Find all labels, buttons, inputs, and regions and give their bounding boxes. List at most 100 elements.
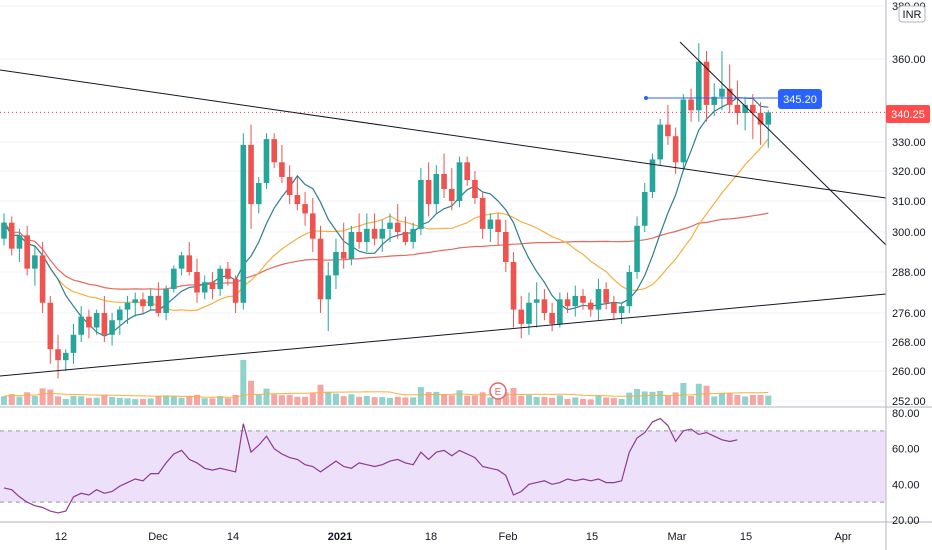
candle-body[interactable]	[340, 252, 347, 259]
candle-body[interactable]	[533, 299, 540, 303]
candle-body[interactable]	[649, 159, 656, 192]
candle-body[interactable]	[726, 88, 733, 105]
candle-body[interactable]	[178, 255, 185, 269]
candle-body[interactable]	[688, 99, 694, 111]
candle-body[interactable]	[39, 255, 46, 303]
candle-body[interactable]	[418, 180, 424, 229]
candle-body[interactable]	[271, 139, 277, 163]
candle-body[interactable]	[209, 282, 216, 290]
candle-body[interactable]	[302, 204, 308, 214]
candle-body[interactable]	[618, 306, 625, 313]
candle-body[interactable]	[70, 334, 77, 353]
earnings-event-badge[interactable]	[489, 382, 507, 400]
candle-body[interactable]	[456, 162, 463, 201]
candle-body[interactable]	[356, 232, 362, 242]
candle-body[interactable]	[487, 219, 494, 229]
candle-body[interactable]	[580, 295, 586, 303]
candle-body[interactable]	[387, 222, 393, 229]
candle-body[interactable]	[448, 189, 455, 201]
candle-body[interactable]	[719, 88, 725, 97]
moving-average-slow[interactable]	[3, 138, 769, 312]
candle-body[interactable]	[124, 302, 131, 310]
candle-body[interactable]	[55, 349, 61, 361]
candle-body[interactable]	[441, 174, 447, 189]
trendline-layer[interactable]	[0, 41, 887, 377]
candle-body[interactable]	[711, 96, 718, 105]
candle-body[interactable]	[86, 316, 92, 328]
candle-body[interactable]	[155, 295, 162, 313]
candle-body[interactable]	[371, 228, 378, 239]
candle-body[interactable]	[742, 104, 748, 113]
candle-body[interactable]	[541, 299, 548, 313]
candle-body[interactable]	[201, 282, 208, 293]
candle-body[interactable]	[263, 139, 270, 183]
candle-body[interactable]	[147, 295, 154, 307]
candle-body[interactable]	[225, 268, 231, 279]
candle-body[interactable]	[255, 183, 262, 205]
candle-body[interactable]	[750, 104, 756, 113]
candle-body[interactable]	[140, 299, 146, 307]
candle-body[interactable]	[433, 174, 440, 205]
rsi-line[interactable]	[3, 417, 738, 514]
candle-body[interactable]	[518, 309, 525, 324]
candle-body[interactable]	[603, 289, 609, 303]
candle-body[interactable]	[240, 144, 247, 303]
candle-body[interactable]	[564, 299, 571, 307]
candle-body[interactable]	[24, 235, 30, 269]
candle-body[interactable]	[410, 228, 416, 242]
candle-body[interactable]	[626, 272, 633, 307]
moving-average-long[interactable]	[3, 212, 769, 290]
candle-body[interactable]	[472, 180, 478, 198]
candle-body[interactable]	[503, 232, 509, 262]
candle-body[interactable]	[117, 309, 123, 321]
candle-body[interactable]	[425, 180, 432, 205]
candle-body[interactable]	[672, 136, 679, 163]
candle-body[interactable]	[286, 177, 293, 195]
candle-body[interactable]	[526, 302, 532, 324]
candle-body[interactable]	[665, 124, 671, 137]
candle-body[interactable]	[757, 113, 764, 125]
candle-body[interactable]	[510, 262, 517, 310]
candle-body[interactable]	[279, 162, 285, 177]
candle-body[interactable]	[186, 255, 193, 272]
candle-body[interactable]	[479, 198, 486, 229]
candles-layer[interactable]	[1, 43, 772, 379]
candle-body[interactable]	[16, 235, 23, 249]
candle-body[interactable]	[333, 252, 339, 276]
falling-resistance-line[interactable]	[679, 41, 887, 246]
candle-body[interactable]	[595, 289, 602, 310]
candle-body[interactable]	[464, 162, 470, 180]
candle-body[interactable]	[62, 352, 69, 361]
candle-body[interactable]	[734, 104, 741, 113]
inr-badge-box[interactable]	[898, 5, 926, 23]
candle-body[interactable]	[549, 313, 555, 324]
candle-body[interactable]	[703, 61, 710, 105]
candle-body[interactable]	[217, 268, 223, 290]
candle-body[interactable]	[248, 144, 254, 205]
candle-body[interactable]	[310, 213, 316, 239]
moving-average-fast[interactable]	[3, 96, 769, 337]
candle-body[interactable]	[109, 320, 115, 335]
candle-body[interactable]	[394, 222, 401, 232]
candle-body[interactable]	[78, 316, 84, 335]
candle-body[interactable]	[557, 299, 563, 324]
candle-body[interactable]	[32, 255, 38, 269]
candle-body[interactable]	[93, 313, 100, 328]
candle-body[interactable]	[1, 222, 7, 239]
candle-body[interactable]	[325, 275, 332, 300]
candle-body[interactable]	[171, 268, 177, 290]
candle-body[interactable]	[765, 112, 772, 125]
candle-body[interactable]	[495, 219, 501, 232]
candle-body[interactable]	[680, 99, 687, 163]
candle-body[interactable]	[47, 302, 54, 350]
marker-anchor-dot[interactable]	[644, 96, 648, 100]
candle-body[interactable]	[101, 313, 108, 335]
candle-body[interactable]	[317, 238, 324, 300]
lower-trendline[interactable]	[0, 293, 887, 377]
candle-body[interactable]	[379, 228, 386, 239]
candle-body[interactable]	[8, 222, 15, 249]
candle-body[interactable]	[132, 299, 139, 303]
candle-body[interactable]	[163, 289, 169, 313]
candle-body[interactable]	[402, 232, 409, 242]
